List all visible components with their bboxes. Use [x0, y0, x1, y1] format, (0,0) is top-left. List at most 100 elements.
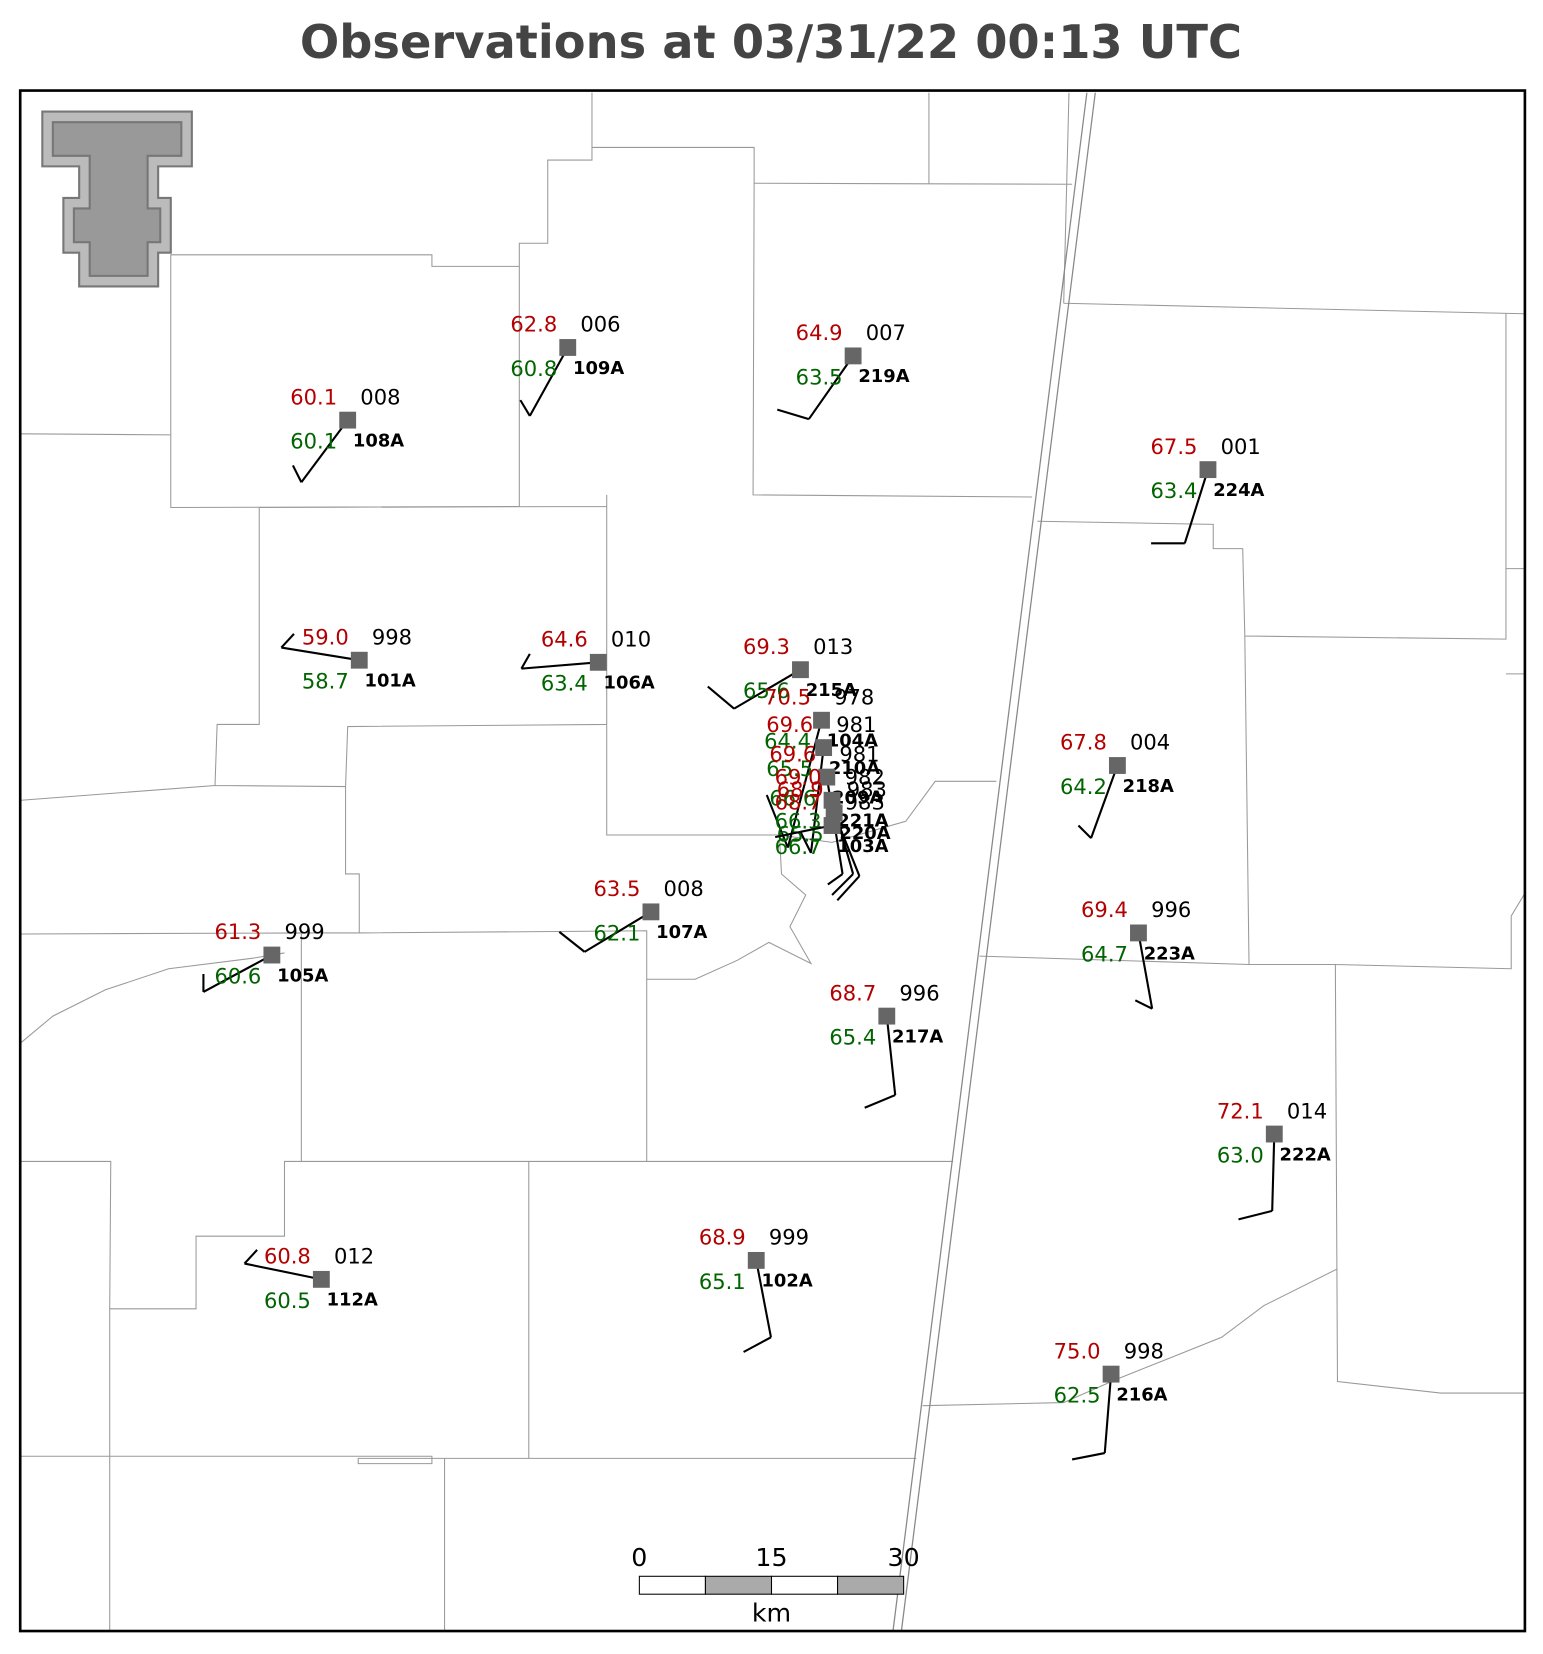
temperature: 70.5: [764, 684, 811, 709]
dewpoint: 62.5: [1054, 1383, 1101, 1408]
wind-barb: [558, 931, 586, 953]
temperature: 60.1: [290, 384, 337, 409]
station-id: 220A: [839, 823, 890, 844]
wind-barb: [765, 794, 789, 849]
station-marker: [559, 339, 577, 356]
logo: [41, 110, 193, 288]
map-frame: [18, 89, 1527, 1633]
dewpoint: 65.4: [829, 1025, 876, 1050]
pressure: 008: [664, 876, 704, 901]
wind-barb: [280, 633, 295, 649]
wind-barb: [707, 685, 735, 710]
pressure: 001: [1221, 434, 1261, 459]
pressure: 004: [1130, 730, 1170, 755]
station-marker: [350, 651, 368, 669]
pressure: 983: [845, 790, 885, 815]
wind-shaft: [808, 355, 854, 420]
station-marker: [844, 347, 862, 365]
wind-shaft: [733, 668, 801, 710]
wind-shaft: [202, 954, 273, 993]
station-marker: [312, 1270, 330, 1288]
station-marker: [1199, 461, 1217, 479]
dewpoint: 63.4: [541, 671, 588, 696]
wind-barb: [1134, 999, 1153, 1010]
dewpoint: 60.5: [264, 1288, 311, 1313]
wind-barb: [291, 464, 303, 483]
pressure: 014: [1287, 1098, 1327, 1123]
dewpoint: 64.2: [1060, 774, 1107, 799]
temperature: 69.0: [775, 764, 822, 789]
dewpoint: 60.1: [290, 429, 337, 454]
stations: 60.1 60.1 008 108A 62.8 60.8 006 109A 64.9 63.5 00…: [202, 312, 1331, 1461]
pressure: 983: [847, 777, 887, 802]
dewpoint: 66.7: [775, 834, 822, 859]
pressure: 012: [334, 1244, 374, 1269]
station-id: 109A: [573, 358, 624, 379]
pressure: 998: [372, 624, 412, 649]
station-id: 219A: [858, 366, 909, 387]
wind-barb: [519, 399, 531, 417]
title: Observations at 03/31/22 00:13 UTC: [300, 15, 1242, 69]
dewpoint: 64.7: [1081, 941, 1128, 966]
dewpoint: 60.6: [214, 963, 261, 988]
station-marker: [1108, 757, 1126, 774]
pressure: 999: [285, 919, 325, 944]
wind-barb: [836, 875, 861, 901]
temperature: 68.9: [777, 777, 824, 802]
wind-barb: [1077, 824, 1092, 839]
temperature: 68.9: [699, 1225, 746, 1250]
station-marker: [642, 903, 660, 921]
station-marker: [823, 817, 841, 834]
pressure: 982: [845, 764, 885, 789]
pressure: 006: [580, 312, 620, 337]
temperature: 72.1: [1217, 1098, 1264, 1123]
station-id: 103A: [837, 836, 888, 857]
wind-shaft: [755, 1260, 773, 1338]
station-marker: [818, 768, 836, 786]
wind-barb: [243, 1249, 258, 1265]
station-id: 112A: [327, 1290, 378, 1311]
temperature: 67.8: [1060, 730, 1107, 755]
wind-shaft: [885, 1016, 897, 1096]
station-marker: [339, 411, 357, 429]
pressure: 996: [899, 980, 939, 1005]
temperature: 63.5: [594, 876, 641, 901]
pressure: 981: [836, 712, 876, 737]
station-marker: [1130, 924, 1147, 942]
wind-shaft: [521, 661, 599, 670]
station-marker: [792, 661, 809, 679]
station-id: 102A: [761, 1271, 812, 1292]
scale-segment: [837, 1575, 905, 1595]
station-id: 209A: [832, 787, 883, 808]
temperature: 62.8: [510, 312, 557, 337]
station-id: 222A: [1280, 1144, 1331, 1165]
temperature: 69.3: [743, 634, 790, 659]
wind-barb: [776, 408, 810, 421]
wind-barb: [1071, 1452, 1105, 1461]
dewpoint: 63.4: [1151, 478, 1198, 503]
station-id: 106A: [604, 673, 655, 694]
station-id: 105A: [277, 965, 328, 986]
pressure: 999: [769, 1225, 809, 1250]
wind-barb: [743, 1336, 772, 1353]
scale-tick-label: 0: [631, 1543, 647, 1572]
dewpoint: 64.4: [764, 729, 811, 754]
temperature: 64.9: [796, 320, 843, 345]
dewpoint: 65.5: [777, 821, 824, 846]
dewpoint: 65.5: [766, 756, 813, 781]
wind-shaft: [1137, 932, 1154, 1009]
temperature: 68.7: [775, 790, 822, 815]
scale-tick-label: 30: [888, 1543, 920, 1572]
temperature: 69.6: [769, 741, 816, 766]
temperature: 61.3: [214, 919, 261, 944]
wind-shaft: [1090, 765, 1119, 839]
wind-shaft: [244, 1262, 322, 1281]
dewpoint: 58.7: [302, 669, 349, 694]
pressure: 010: [611, 627, 651, 652]
temperature: 75.0: [1054, 1338, 1101, 1363]
temperature: 59.0: [302, 624, 349, 649]
scale-segment: [704, 1575, 773, 1595]
temperature: 69.6: [766, 712, 813, 737]
dewpoint: 62.1: [594, 920, 641, 945]
